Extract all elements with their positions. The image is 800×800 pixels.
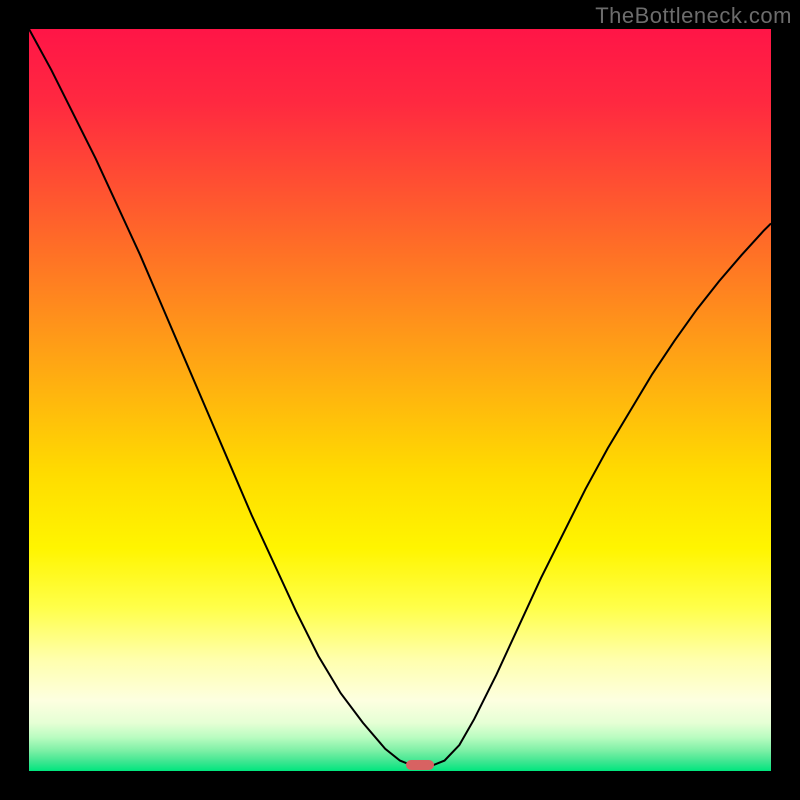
chart-frame <box>29 29 771 771</box>
gradient-background <box>29 29 771 771</box>
watermark-text: TheBottleneck.com <box>595 3 792 29</box>
optimal-point-marker <box>406 760 434 770</box>
chart-container: TheBottleneck.com <box>0 0 800 800</box>
gradient-plot <box>29 29 771 771</box>
